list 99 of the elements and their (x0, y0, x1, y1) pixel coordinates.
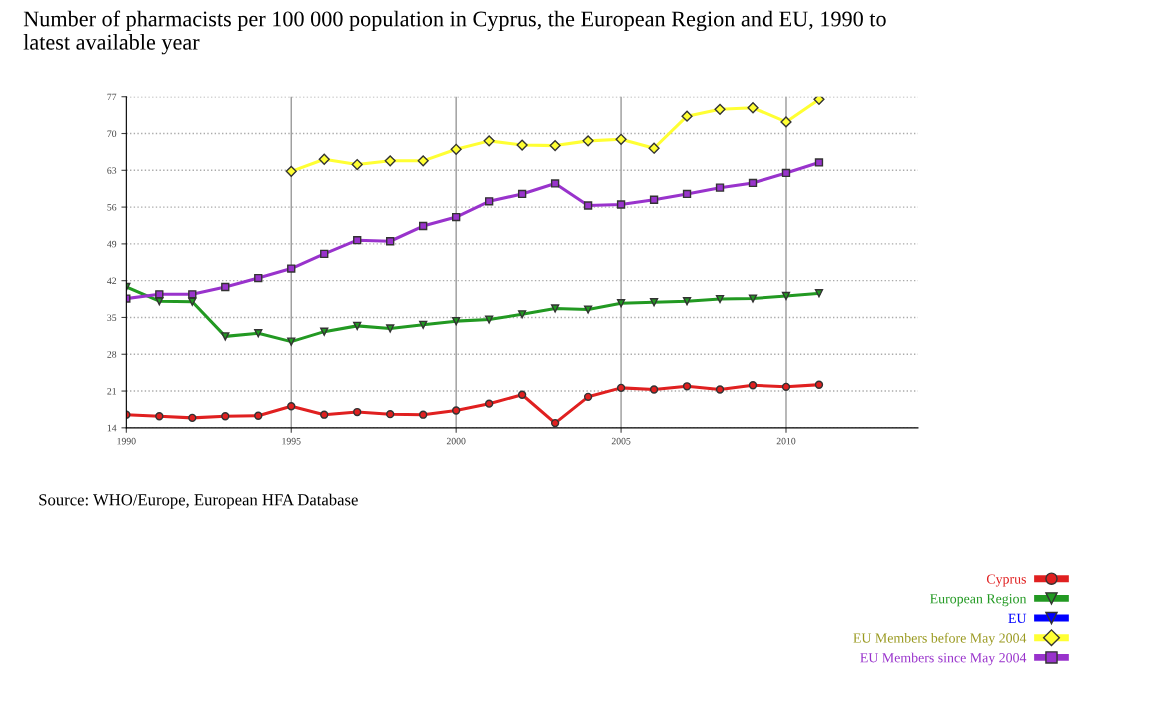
y-tick-label: 21 (107, 387, 117, 395)
point (155, 412, 164, 421)
point (517, 390, 527, 399)
point (221, 332, 230, 341)
point (813, 96, 825, 105)
y-tick-label: 70 (107, 130, 117, 137)
point (254, 329, 263, 338)
legend-label: European Region (930, 594, 1027, 607)
point (715, 183, 725, 192)
point (254, 411, 263, 420)
x-tick-label: 2000 (446, 437, 466, 445)
legend-label: EU Members since May 2004 (860, 652, 1027, 666)
point (583, 392, 593, 401)
point (353, 407, 362, 417)
point (550, 418, 560, 428)
point (320, 410, 329, 419)
point (484, 315, 494, 324)
point (814, 289, 824, 298)
point (450, 143, 462, 155)
point (386, 324, 395, 333)
point (649, 195, 659, 204)
y-tick-label: 14 (107, 424, 117, 432)
point (714, 103, 726, 115)
point (549, 139, 561, 152)
point (451, 212, 461, 222)
legend-label: Cyprus (986, 574, 1026, 587)
x-tick-label: 2005 (611, 437, 631, 445)
legend-label: EU Members before May 2004 (853, 632, 1027, 646)
point (682, 297, 692, 306)
point (318, 153, 330, 165)
y-tick-label: 35 (107, 314, 117, 321)
point (781, 291, 791, 301)
y-tick-label: 56 (107, 204, 117, 211)
point (517, 189, 527, 199)
y-tick-label: 28 (107, 351, 117, 358)
point (419, 221, 428, 231)
y-tick-label: 49 (107, 240, 117, 248)
point (748, 294, 758, 303)
point (320, 327, 329, 336)
point (516, 139, 528, 151)
point (285, 165, 297, 177)
y-tick-label: 42 (107, 277, 117, 285)
x-tick-label: 1990 (117, 437, 136, 445)
point (417, 155, 429, 167)
point (681, 110, 693, 122)
point (384, 155, 396, 167)
point (419, 320, 428, 329)
point (320, 249, 329, 259)
point (386, 410, 395, 419)
point (550, 179, 560, 188)
point (648, 142, 660, 154)
point (451, 316, 461, 326)
point (188, 413, 197, 423)
point (353, 321, 362, 331)
point (351, 158, 363, 171)
point (748, 381, 758, 390)
point (781, 382, 791, 392)
point (649, 298, 659, 307)
point (419, 410, 428, 419)
x-tick-label: 2010 (776, 437, 796, 445)
point (386, 237, 395, 246)
source-note: Source: WHO/Europe, European HFA Database (39, 493, 358, 509)
point (517, 310, 527, 319)
point (682, 382, 692, 391)
point (287, 264, 296, 273)
point (616, 200, 626, 209)
y-tick-label: 77 (107, 93, 117, 101)
point (781, 168, 791, 178)
point (483, 135, 495, 147)
point (484, 197, 494, 206)
point (221, 412, 230, 421)
point (814, 380, 824, 389)
point (615, 133, 627, 145)
point (616, 383, 626, 393)
point (583, 201, 593, 210)
chart-title: Number of pharmacists per 100 000 population in Cyprus, the European Region and EU, 1990 to latest available year (23, 10, 886, 55)
point (254, 273, 263, 283)
point (155, 290, 164, 299)
point (649, 385, 659, 394)
point (748, 178, 758, 188)
point (747, 102, 759, 114)
point (583, 305, 593, 314)
point (353, 236, 362, 245)
point (682, 189, 692, 199)
point (715, 294, 725, 304)
point (616, 299, 626, 308)
point (451, 406, 461, 415)
x-tick-label: 1995 (282, 437, 301, 445)
point (287, 402, 296, 411)
y-tick-label: 63 (107, 167, 117, 174)
point (550, 304, 560, 313)
point (221, 282, 230, 292)
point (814, 158, 824, 167)
point (188, 290, 197, 299)
point (287, 337, 296, 346)
point (715, 385, 725, 394)
legend-label: EU (1008, 613, 1027, 624)
point (484, 399, 494, 408)
point (582, 135, 594, 147)
